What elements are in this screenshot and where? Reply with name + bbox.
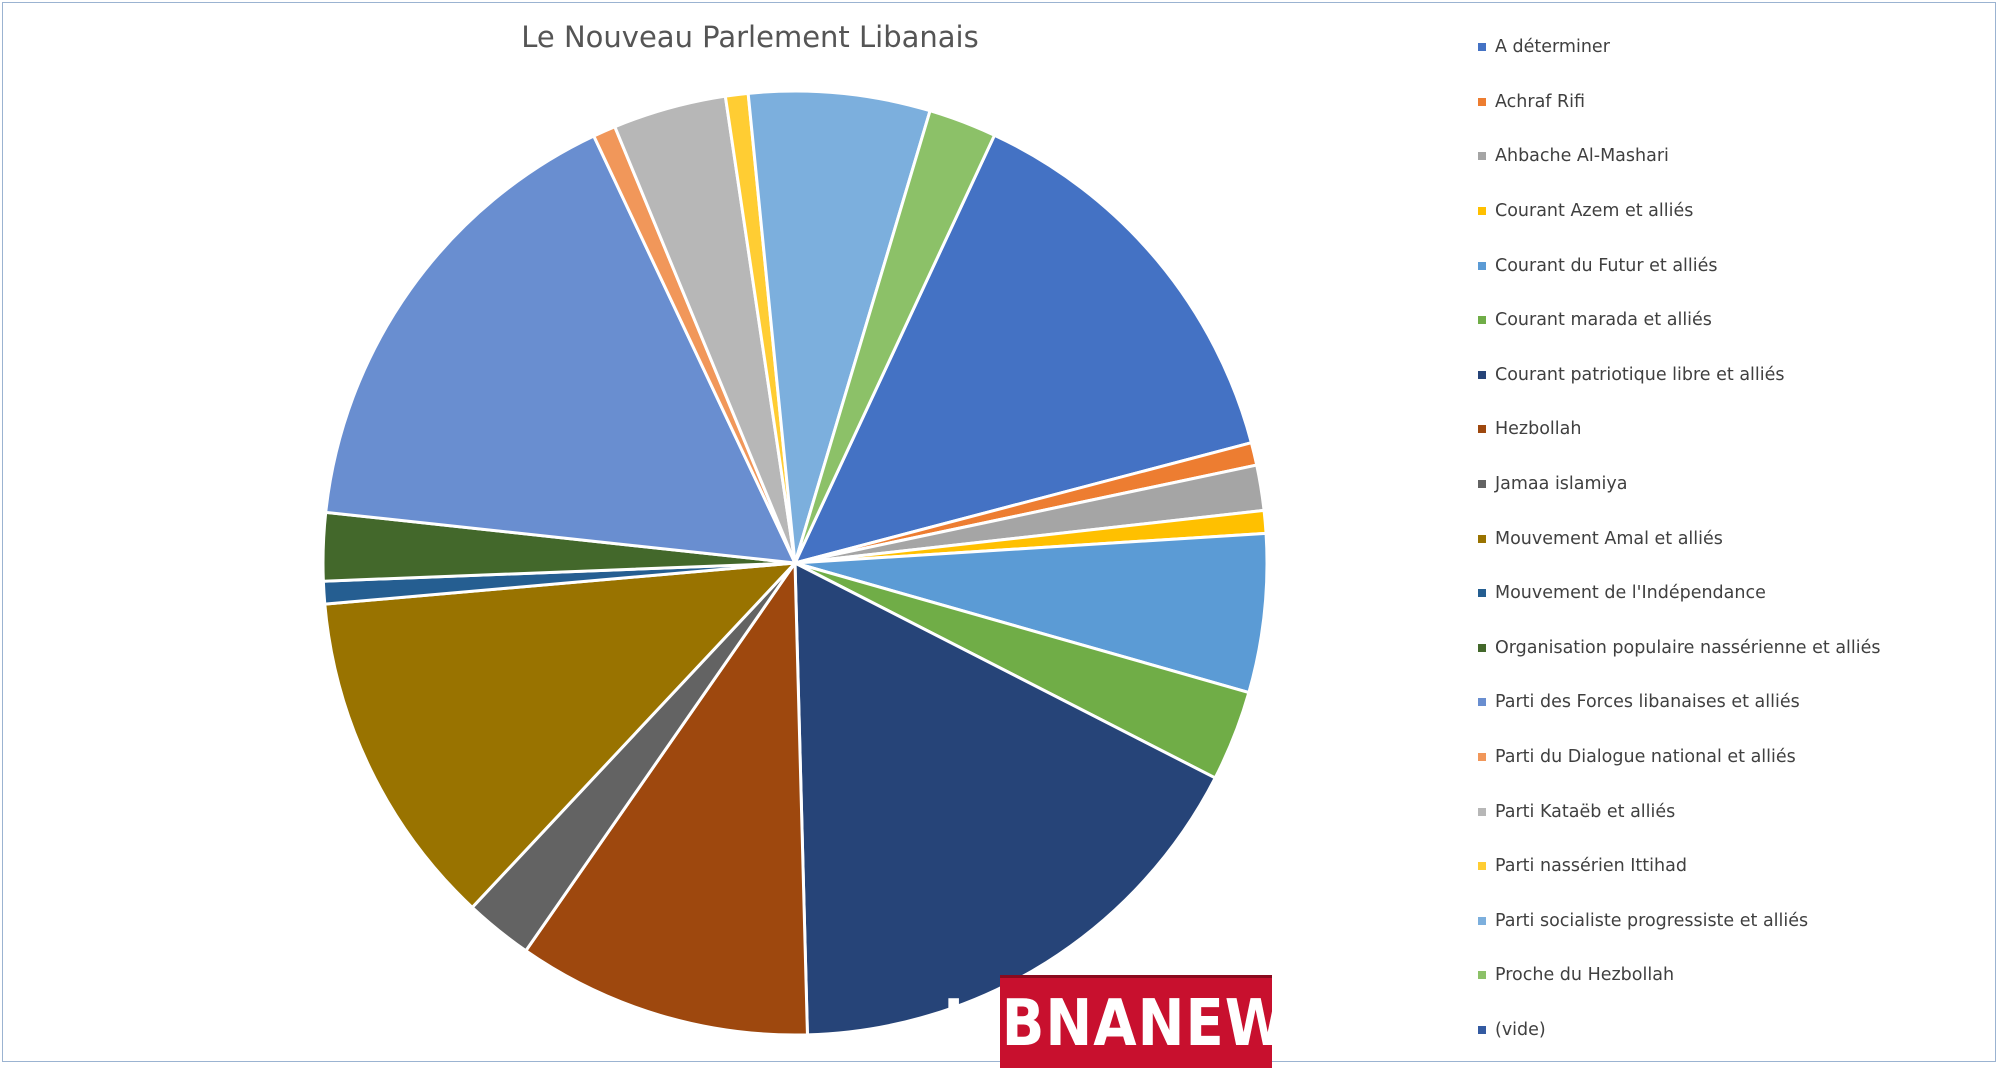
- legend-swatch: [1478, 753, 1486, 762]
- legend-item: Organisation populaire nassérienne et al…: [1478, 621, 1881, 676]
- legend-item: Courant patriotique libre et alliés: [1478, 348, 1881, 403]
- legend-swatch: [1478, 152, 1486, 161]
- legend-label: Parti Kataëb et alliés: [1495, 801, 1676, 822]
- legend-label: Proche du Hezbollah: [1495, 965, 1675, 986]
- legend-label: Parti des Forces libanaises et alliés: [1495, 692, 1800, 713]
- logo-text: LIBNANEWS: [943, 985, 1329, 1061]
- legend-label: Ahbache Al-Mashari: [1495, 146, 1669, 167]
- legend-item: Jamaa islamiya: [1478, 457, 1881, 512]
- legend-swatch: [1478, 916, 1486, 925]
- legend-label: A déterminer: [1495, 37, 1610, 58]
- legend-swatch: [1478, 97, 1486, 106]
- legend-item: (vide): [1478, 1003, 1881, 1058]
- legend-swatch: [1478, 1025, 1486, 1034]
- pie-slice-0: [792, 133, 1254, 566]
- legend-item: Ahbache Al-Mashari: [1478, 129, 1881, 184]
- legend-label: Organisation populaire nassérienne et al…: [1495, 637, 1881, 658]
- legend-swatch: [1478, 862, 1486, 871]
- legend-swatch: [1478, 370, 1486, 379]
- legend-label: Parti du Dialogue national et alliés: [1495, 747, 1796, 768]
- legend-label: Achraf Rifi: [1495, 91, 1586, 112]
- legend-swatch: [1478, 643, 1486, 652]
- legend-item: Courant marada et alliés: [1478, 293, 1881, 348]
- libnanews-logo: LIBNANEWS: [943, 975, 1328, 1068]
- legend-item: Parti socialiste progressiste et alliés: [1478, 894, 1881, 949]
- legend-swatch: [1478, 316, 1486, 325]
- legend-label: Jamaa islamiya: [1495, 474, 1628, 495]
- chart-legend: A déterminer Achraf Rifi Ahbache Al-Mashar…: [1478, 20, 1881, 1057]
- pie-slice-16: [746, 89, 932, 564]
- pie-slice-12: [324, 134, 798, 565]
- legend-label: (vide): [1495, 1019, 1546, 1040]
- pie-slice-17: [793, 108, 997, 564]
- legend-label: Mouvement Amal et alliés: [1495, 528, 1723, 549]
- legend-item: Courant du Futur et alliés: [1478, 238, 1881, 293]
- legend-swatch: [1478, 807, 1486, 816]
- legend-label: Hezbollah: [1495, 419, 1582, 440]
- legend-swatch: [1478, 534, 1486, 543]
- legend-label: Courant marada et alliés: [1495, 310, 1712, 331]
- legend-item: A déterminer: [1478, 20, 1881, 75]
- pie-slice-6: [793, 560, 1218, 1037]
- legend-swatch: [1478, 480, 1486, 489]
- legend-item: Parti Kataëb et alliés: [1478, 784, 1881, 839]
- legend-label: Parti nassérien Ittihad: [1495, 856, 1687, 877]
- chart-title: Le Nouveau Parlement Libanais: [521, 20, 979, 54]
- legend-swatch: [1478, 43, 1486, 52]
- legend-label: Courant du Futur et alliés: [1495, 255, 1718, 276]
- legend-swatch: [1478, 425, 1486, 434]
- legend-label: Courant Azem et alliés: [1495, 201, 1694, 222]
- legend-swatch: [1478, 698, 1486, 707]
- legend-swatch: [1478, 971, 1486, 980]
- legend-label: Parti socialiste progressiste et alliés: [1495, 910, 1809, 931]
- legend-swatch: [1478, 207, 1486, 216]
- legend-item: Parti nassérien Ittihad: [1478, 839, 1881, 894]
- legend-swatch: [1478, 261, 1486, 270]
- legend-item: Parti du Dialogue national et alliés: [1478, 730, 1881, 785]
- pie-slice-4: [794, 531, 1269, 695]
- legend-item: Mouvement Amal et alliés: [1478, 511, 1881, 566]
- legend-item: Courant Azem et alliés: [1478, 184, 1881, 239]
- legend-item: Proche du Hezbollah: [1478, 948, 1881, 1003]
- legend-item: Hezbollah: [1478, 402, 1881, 457]
- legend-swatch: [1478, 589, 1486, 598]
- legend-item: Mouvement de l'Indépendance: [1478, 566, 1881, 621]
- pie-slice-9: [323, 561, 799, 910]
- legend-label: Mouvement de l'Indépendance: [1495, 583, 1766, 604]
- legend-label: Courant patriotique libre et alliés: [1495, 364, 1785, 385]
- legend-item: Achraf Rifi: [1478, 75, 1881, 130]
- pie-slice-7: [523, 558, 809, 1037]
- legend-item: Parti des Forces libanaises et alliés: [1478, 675, 1881, 730]
